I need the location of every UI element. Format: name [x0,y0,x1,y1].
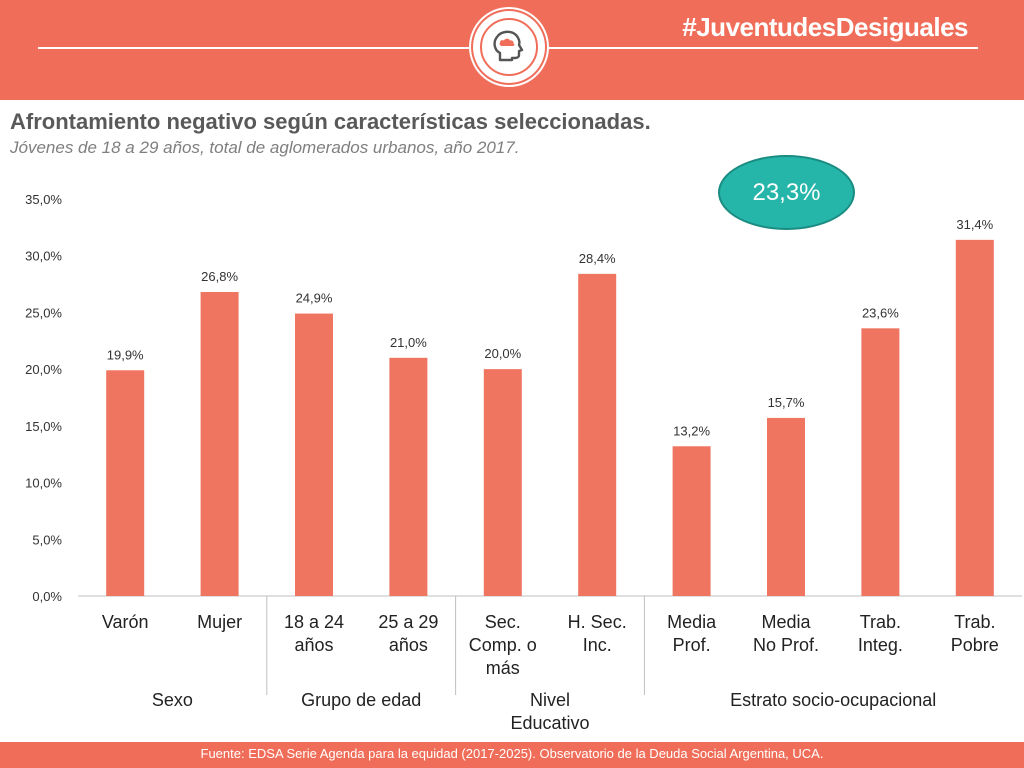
category-label: Inc. [583,635,612,655]
bar [389,357,428,596]
bar-value-label: 31,4% [956,217,993,232]
header-banner: #JuventudesDesiguales [0,0,1024,100]
category-label: Sec. [485,612,521,632]
y-tick-label: 20,0% [25,362,62,377]
category-label: Trab. [860,612,901,632]
category-label: Varón [102,612,149,632]
group-label: Sexo [152,690,193,710]
bar-value-label: 23,6% [862,305,899,320]
bar-value-label: 13,2% [673,423,710,438]
category-label: años [389,635,428,655]
category-label: Trab. [954,612,995,632]
bar [955,239,994,596]
group-label: Grupo de edad [301,690,421,710]
bar [200,292,239,596]
category-label: Mujer [197,612,242,632]
category-label: Prof. [673,635,711,655]
bar-value-label: 24,9% [296,291,333,306]
category-label: Pobre [951,635,999,655]
highlight-badge: 23,3% [718,155,855,230]
y-tick-label: 30,0% [25,249,62,264]
category-label: 18 a 24 [284,612,344,632]
logo [473,11,545,83]
y-tick-label: 35,0% [25,192,62,207]
category-label: más [486,658,520,678]
category-label: Integ. [858,635,903,655]
footer-source: Fuente: EDSA Serie Agenda para la equida… [200,746,824,761]
category-label: Media [667,612,717,632]
bar [578,273,617,596]
y-tick-label: 15,0% [25,419,62,434]
chart-subtitle: Jóvenes de 18 a 29 años, total de aglome… [10,138,520,157]
bar-value-label: 26,8% [201,269,238,284]
bar-value-label: 15,7% [768,395,805,410]
header-divider-right [548,47,978,49]
bar-chart: 0,0% 5,0% 10,0% 15,0% 20,0% 25,0% 30,0% 35,0% 19… [25,192,1022,733]
footer-banner: Fuente: EDSA Serie Agenda para la equida… [0,742,1024,768]
group-label: Educativo [510,713,589,733]
chart-title: Afrontamiento negativo según característ… [10,109,651,134]
bar [767,417,805,596]
bar [483,369,522,596]
category-label: 25 a 29 [378,612,438,632]
category-label: años [294,635,333,655]
group-label: Nivel [530,690,570,710]
category-label: H. Sec. [568,612,627,632]
bar [861,328,900,596]
bar [295,313,333,596]
category-label: No Prof. [753,635,819,655]
logo-ring [480,18,538,76]
bar-value-label: 28,4% [579,251,616,266]
y-tick-label: 0,0% [32,589,62,604]
bar-value-label: 19,9% [107,347,144,362]
head-cloud-icon [493,30,524,62]
y-tick-label: 25,0% [25,305,62,320]
bar [106,370,145,596]
bar [672,446,711,596]
hashtag-title: #JuventudesDesiguales [682,12,968,42]
group-label: Estrato socio-ocupacional [730,690,936,710]
bar-value-label: 21,0% [390,335,427,350]
y-tick-label: 5,0% [32,532,62,547]
header-divider-left [38,47,470,49]
y-tick-label: 10,0% [25,476,62,491]
category-label: Media [761,612,811,632]
bar-value-label: 20,0% [484,346,521,361]
category-label: Comp. o [469,635,537,655]
